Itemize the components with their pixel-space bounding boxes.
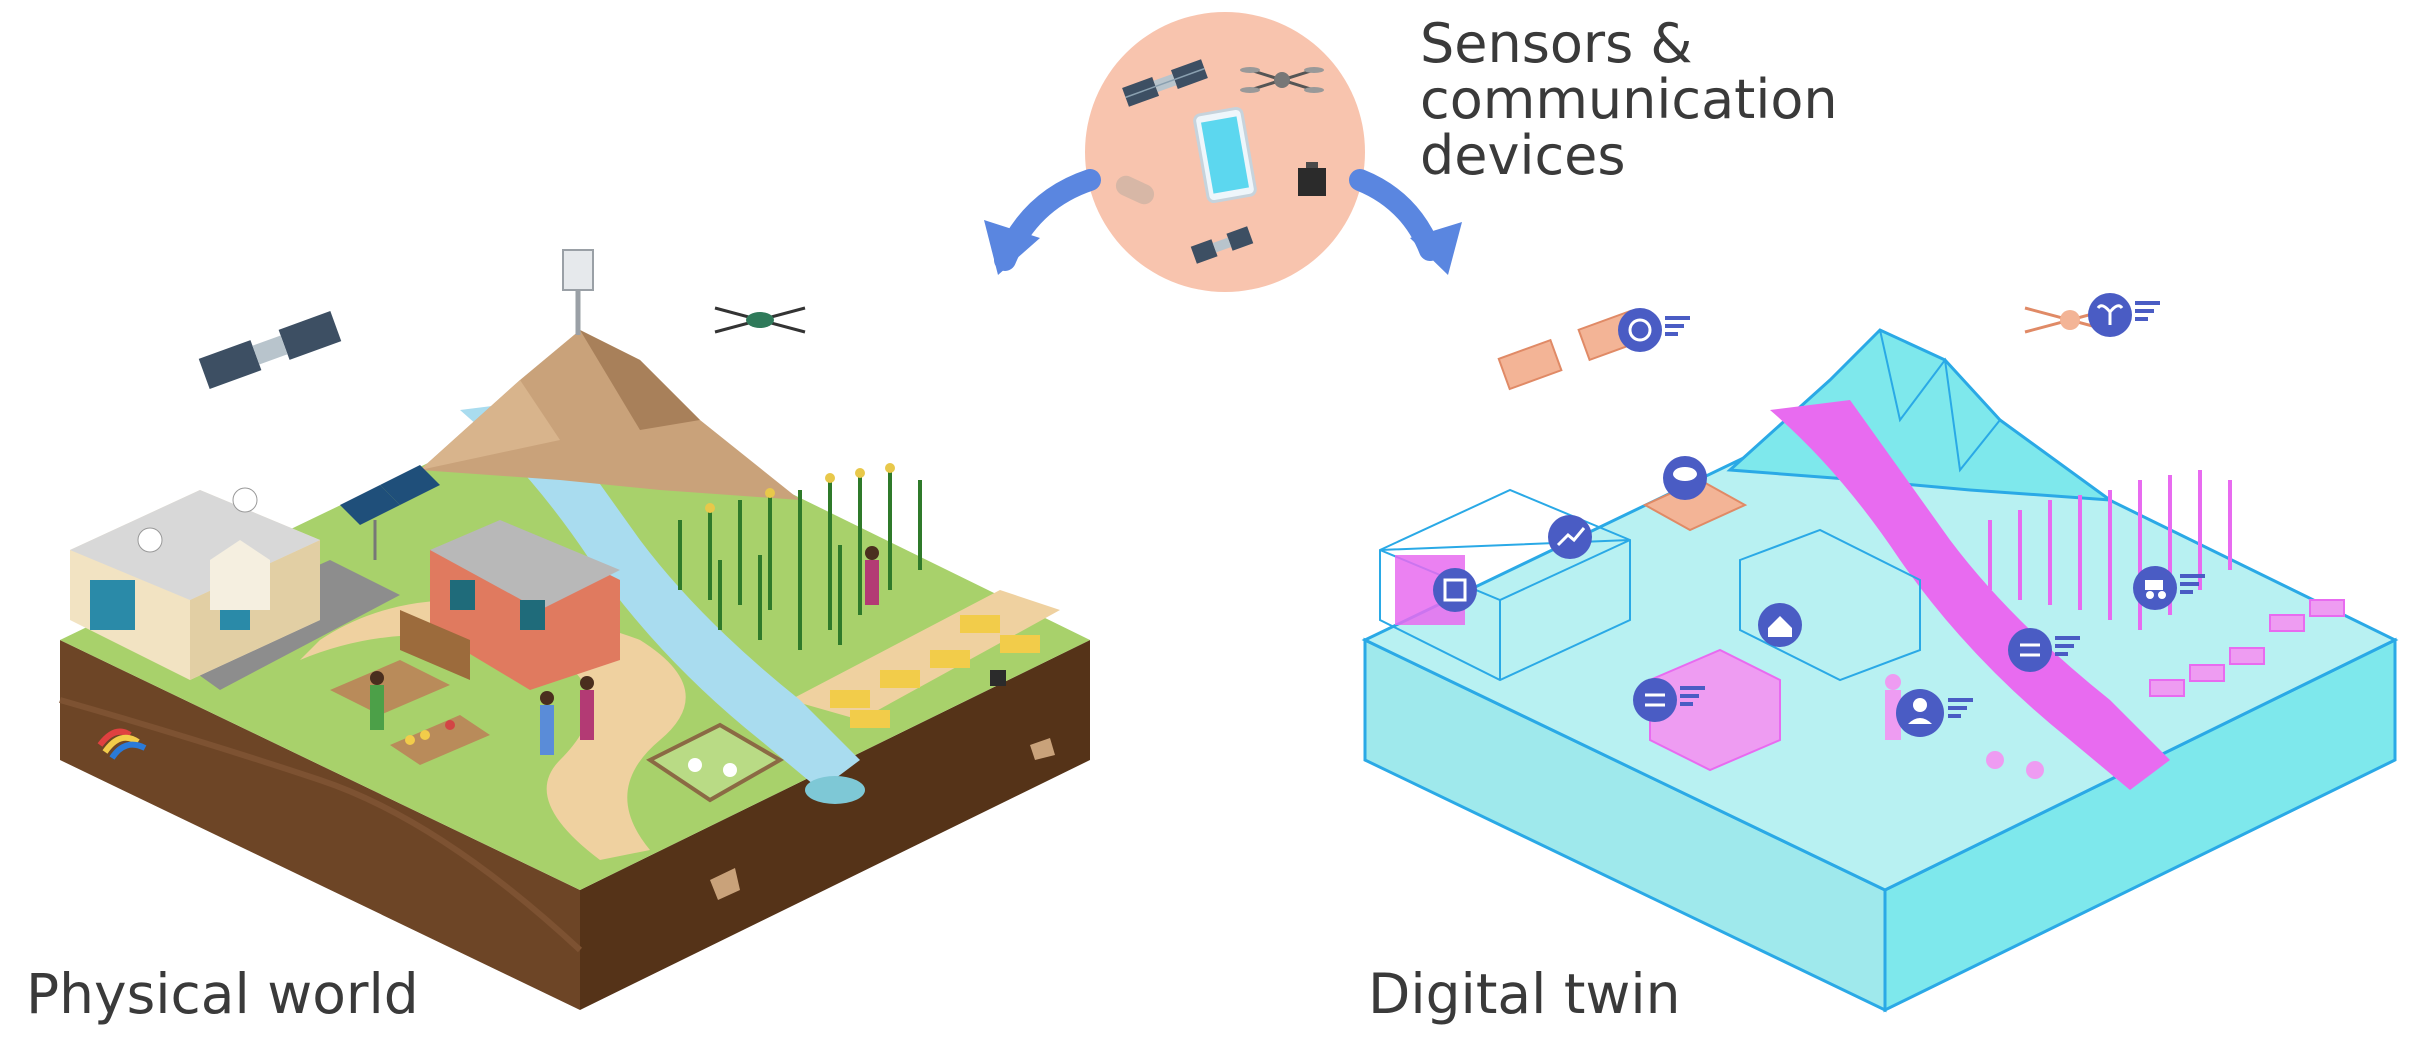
produce-crates bbox=[330, 660, 490, 765]
physical-world-label: Physical world bbox=[26, 962, 419, 1026]
mountain bbox=[420, 330, 800, 500]
twin-barn bbox=[1739, 528, 1921, 682]
house-icon bbox=[70, 487, 320, 680]
field-sensor-icon bbox=[990, 670, 1006, 686]
satellite-icon bbox=[198, 311, 342, 389]
corn-icon bbox=[678, 470, 922, 650]
physical-world-block bbox=[59, 249, 1090, 1010]
drain-pipe bbox=[805, 776, 865, 804]
sensors-label-line3: devices bbox=[1420, 124, 1626, 187]
sensor-box-icon bbox=[1298, 162, 1326, 196]
soil-sensor-logo bbox=[97, 728, 147, 760]
sensors-label-line2: communication bbox=[1420, 68, 1838, 131]
user-icon bbox=[1896, 689, 1944, 737]
soil-left bbox=[60, 640, 580, 1010]
plant-icon bbox=[2088, 293, 2132, 337]
database-icon bbox=[1433, 568, 1477, 612]
arrowhead-physical bbox=[984, 220, 1040, 275]
satellite-small-icon bbox=[1190, 226, 1254, 264]
satellite-icon bbox=[1122, 59, 1208, 107]
digital-twin-block bbox=[1361, 293, 2399, 1013]
hay-bale-icon bbox=[830, 615, 1040, 728]
drone-icon bbox=[1240, 67, 1324, 93]
sensor-cylinder-icon bbox=[1115, 175, 1155, 205]
transfer-icon-2 bbox=[2008, 628, 2052, 672]
home-icon bbox=[1758, 603, 1802, 647]
sensors-bubble bbox=[1085, 12, 1365, 292]
chicken-icon bbox=[688, 758, 702, 772]
drone-icon bbox=[714, 306, 806, 334]
sensors-label-line1: Sensors & bbox=[1420, 12, 1693, 75]
barn-icon bbox=[400, 520, 620, 690]
digital-twin-label: Digital twin bbox=[1368, 962, 1681, 1026]
trend-chart-icon bbox=[1548, 515, 1592, 559]
twin-river bbox=[1770, 400, 2170, 790]
weather-icon bbox=[1663, 456, 1707, 500]
arrowhead-twin bbox=[1410, 222, 1462, 275]
soil-right bbox=[580, 640, 1090, 1010]
twin-hay bbox=[2149, 599, 2345, 697]
chicken-pen bbox=[646, 722, 784, 803]
tractor-icon bbox=[2133, 566, 2177, 610]
solar-panel-icon bbox=[340, 465, 440, 560]
sensors-label: Sensors & communication devices bbox=[1420, 16, 1838, 184]
globe-icon bbox=[1618, 308, 1662, 352]
twin-chicken bbox=[1986, 751, 2004, 769]
river bbox=[460, 400, 860, 790]
transfer-icon bbox=[1633, 678, 1677, 722]
twin-person bbox=[1885, 690, 1901, 740]
twin-crate bbox=[1649, 648, 1781, 772]
person-icon bbox=[370, 546, 879, 755]
tablet-icon bbox=[1193, 106, 1257, 204]
cell-tower-icon bbox=[562, 249, 594, 335]
